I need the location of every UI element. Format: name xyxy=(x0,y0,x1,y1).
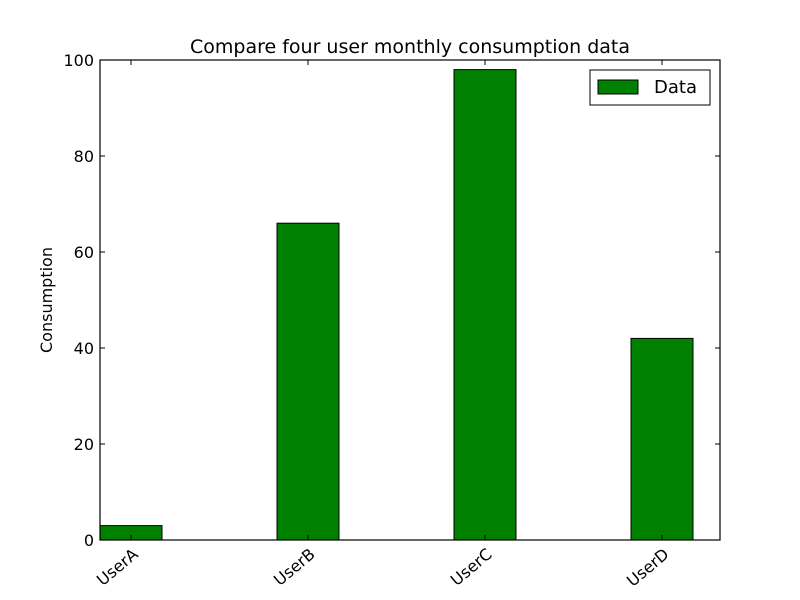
y-tick-label: 40 xyxy=(74,339,94,358)
legend-swatch xyxy=(597,79,639,95)
legend: Data xyxy=(589,69,711,106)
y-tick-label: 0 xyxy=(84,531,94,550)
bar-userd xyxy=(630,337,694,541)
y-axis-label: Consumption xyxy=(37,247,56,353)
y-tick-label: 60 xyxy=(74,243,94,262)
plot-frame xyxy=(99,59,721,541)
y-tick-label: 20 xyxy=(74,435,94,454)
chart-title: Compare four user monthly consumption da… xyxy=(190,36,630,58)
y-tick-label: 100 xyxy=(63,51,94,70)
legend-label: Data xyxy=(654,77,697,98)
bars-group xyxy=(99,69,694,541)
bar-userb xyxy=(276,222,340,541)
bar-userc xyxy=(453,69,517,541)
y-tick-label: 80 xyxy=(74,147,94,166)
